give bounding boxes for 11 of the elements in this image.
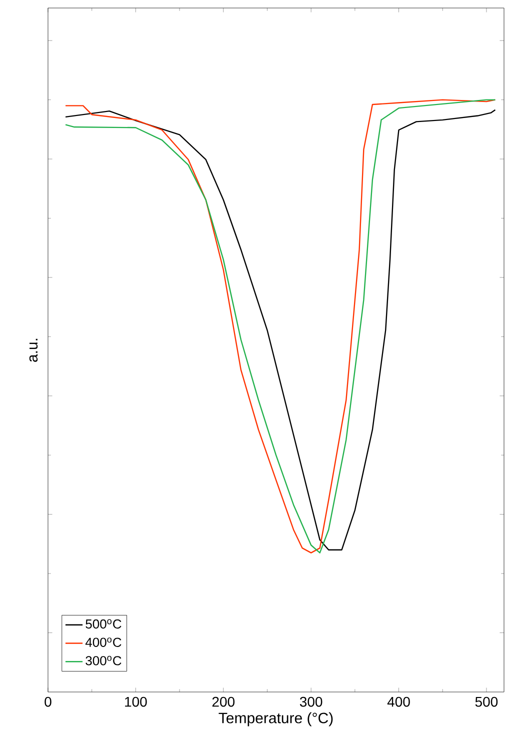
x-tick-label: 0 <box>44 696 52 707</box>
x-axis-title: Temperature (°C) <box>218 712 333 726</box>
y-axis-title: a.u. <box>29 338 38 362</box>
x-tick-label: 400 <box>387 696 410 707</box>
legend-label: 400$^{o}$C <box>85 638 122 647</box>
x-tick-label: 300 <box>300 696 322 707</box>
x-tick-label: 200 <box>212 696 235 707</box>
legend-label: 500$^{o}$C <box>86 619 122 629</box>
legend-label: 300$^{o}$C <box>86 656 122 666</box>
x-tick-label: 500 <box>475 696 498 707</box>
x-tick-label: 100 <box>125 696 147 707</box>
